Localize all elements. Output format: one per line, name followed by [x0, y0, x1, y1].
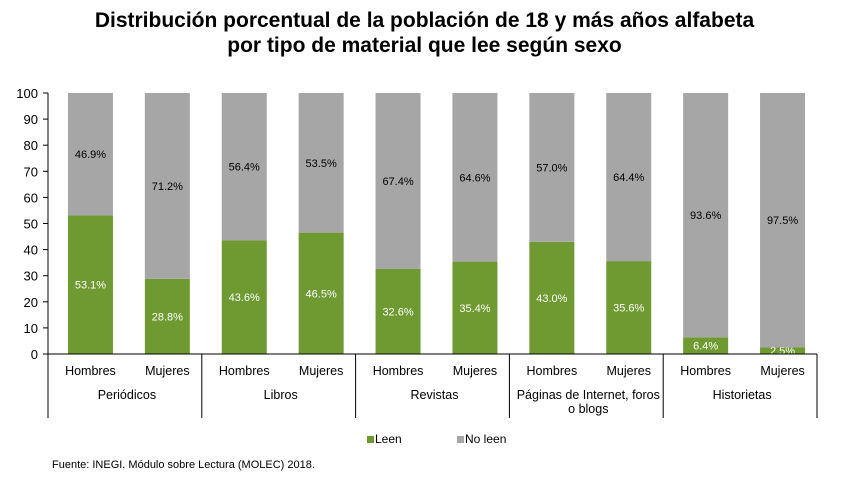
bar-leen — [144, 278, 190, 354]
source-note: Fuente: INEGI. Módulo sobre Lectura (MOL… — [52, 459, 315, 471]
data-label: 6.4% — [693, 341, 718, 353]
title-line-1: Distribución porcentual de la población … — [94, 9, 755, 32]
bar-no-leen — [606, 93, 652, 262]
group-label: Libros — [264, 388, 298, 402]
y-tick-label: 80 — [24, 138, 38, 153]
category-label: Mujeres — [760, 364, 804, 378]
category-label: Hombres — [526, 364, 577, 378]
category-label: Hombres — [680, 364, 731, 378]
data-label: 56.4% — [229, 162, 260, 174]
category-label: Mujeres — [299, 364, 343, 378]
category-label: Mujeres — [453, 364, 497, 378]
data-label: 71.2% — [152, 181, 183, 193]
y-tick-label: 10 — [24, 321, 38, 336]
legend-label: No leen — [465, 432, 506, 446]
bar-leen — [606, 261, 652, 354]
data-label: 35.6% — [613, 303, 644, 315]
data-label: 97.5% — [767, 215, 798, 227]
data-label: 67.4% — [382, 176, 413, 188]
y-tick-label: 30 — [24, 269, 38, 284]
bar-leen — [375, 268, 421, 354]
group-label: Páginas de Internet, foros — [517, 388, 660, 402]
data-label: 64.4% — [613, 172, 644, 184]
data-label: 53.5% — [306, 158, 337, 170]
legend-swatch-leen — [367, 436, 374, 443]
category-label: Hombres — [373, 364, 424, 378]
bar-leen — [298, 232, 344, 354]
group-label: Historietas — [713, 388, 772, 402]
legend-swatch-no-leen — [457, 436, 464, 443]
data-label: 53.1% — [75, 280, 106, 292]
y-tick-label: 100 — [16, 86, 38, 101]
y-tick-label: 40 — [24, 243, 38, 258]
bar-leen — [67, 215, 113, 354]
bar-no-leen — [529, 93, 575, 242]
title-line-2: por tipo de material que lee según sexo — [227, 34, 622, 57]
data-label: 46.9% — [75, 149, 106, 161]
y-tick-label: 0 — [31, 347, 38, 362]
data-label: 28.8% — [152, 311, 183, 323]
category-label: Mujeres — [145, 364, 189, 378]
legend-label: Leen — [375, 432, 402, 446]
group-label: o blogs — [568, 402, 608, 416]
data-label: 64.6% — [459, 172, 490, 184]
bar-leen — [529, 241, 575, 354]
data-label: 46.5% — [306, 288, 337, 300]
y-tick-label: 50 — [24, 217, 38, 232]
group-label: Revistas — [411, 388, 459, 402]
category-label: Hombres — [65, 364, 116, 378]
bar-leen — [452, 261, 498, 354]
y-tick-label: 90 — [24, 112, 38, 127]
group-label: Periódicos — [98, 388, 156, 402]
y-tick-label: 60 — [24, 190, 38, 205]
bar-leen — [683, 337, 729, 354]
bar-leen — [221, 240, 267, 354]
bar-no-leen — [375, 93, 421, 269]
data-label: 43.0% — [536, 293, 567, 305]
bar-no-leen — [683, 93, 729, 338]
data-label: 43.6% — [229, 292, 260, 304]
chart-title: Distribución porcentual de la población … — [0, 8, 849, 58]
data-label: 32.6% — [382, 306, 413, 318]
bar-no-leen — [760, 93, 806, 348]
data-label: 93.6% — [690, 210, 721, 222]
bar-no-leen — [67, 93, 113, 216]
category-label: Hombres — [219, 364, 270, 378]
bar-leen — [760, 347, 806, 354]
y-tick-label: 70 — [24, 164, 38, 179]
data-label: 2.5% — [770, 346, 795, 358]
bar-no-leen — [298, 93, 344, 233]
bar-no-leen — [452, 93, 498, 262]
category-label: Mujeres — [607, 364, 651, 378]
data-label: 57.0% — [536, 162, 567, 174]
bar-no-leen — [221, 93, 267, 241]
data-label: 35.4% — [459, 303, 490, 315]
y-tick-label: 20 — [24, 295, 38, 310]
bar-no-leen — [144, 93, 190, 279]
